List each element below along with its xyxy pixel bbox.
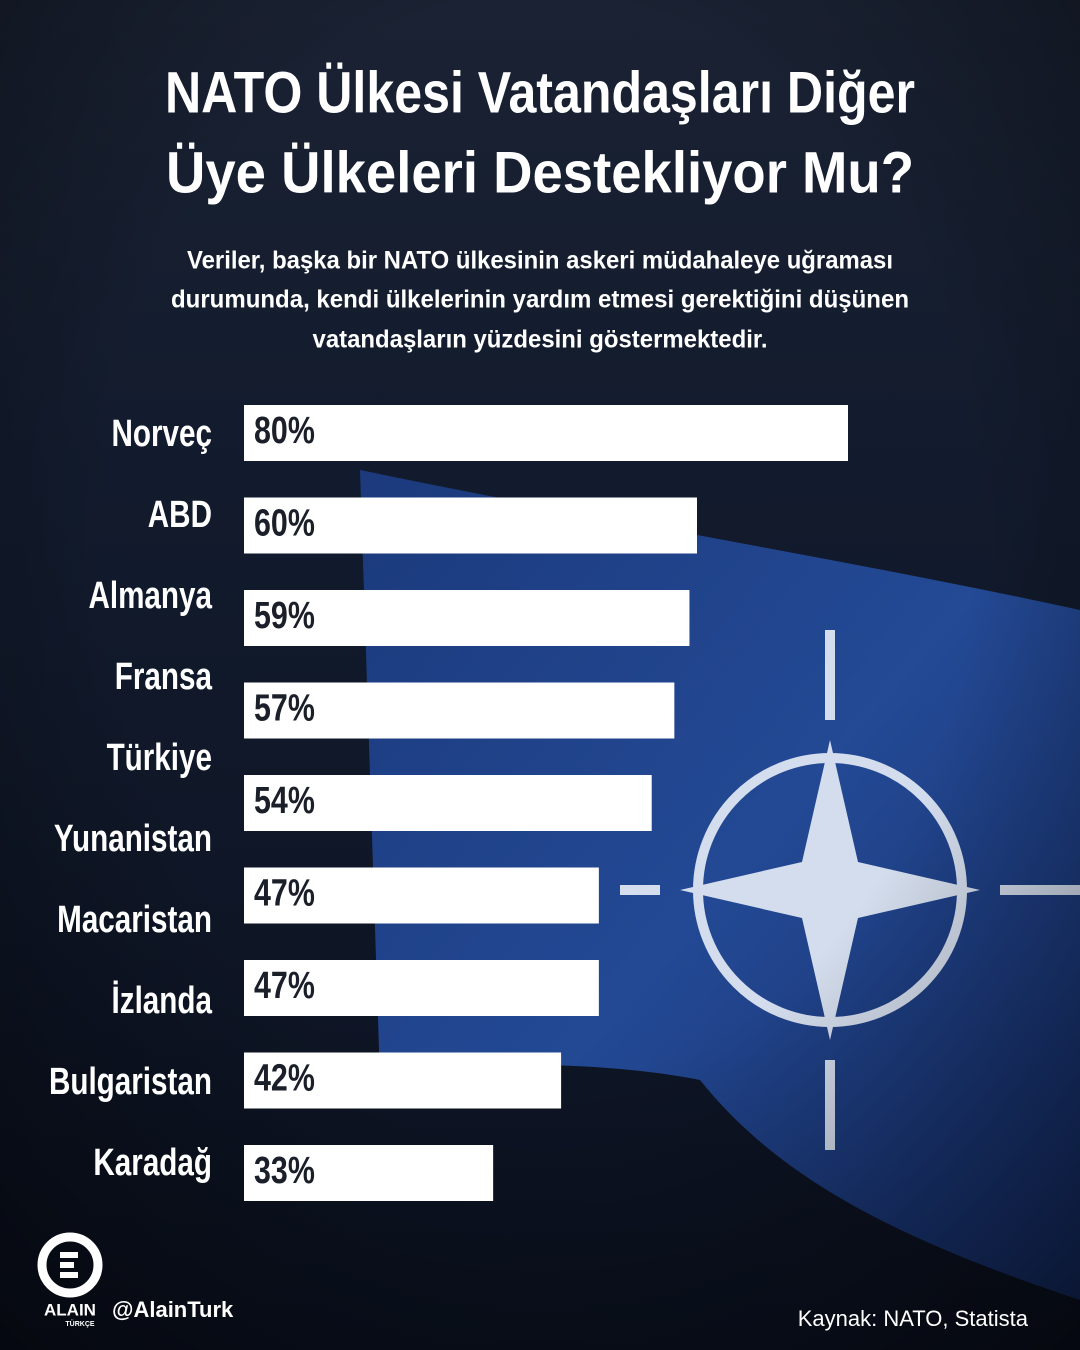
bar xyxy=(244,1052,562,1109)
bar xyxy=(244,682,675,739)
handle: @AlainTurk xyxy=(112,1297,234,1322)
bar xyxy=(244,775,652,831)
bar xyxy=(244,1145,494,1201)
value-label: 57% xyxy=(254,688,315,730)
value-label: 54% xyxy=(254,780,315,822)
title: Üye Ülkeleri Destekliyor Mu? xyxy=(166,140,914,205)
title: NATO Ülkesi Vatandaşları Diğer xyxy=(165,60,915,125)
subtitle: durumunda, kendi ülkelerinin yardım etme… xyxy=(171,286,909,314)
category-label: ABD xyxy=(148,494,212,536)
category-label: İzlanda xyxy=(112,980,213,1022)
logo-text: TÜRKÇE xyxy=(65,1319,94,1328)
category-label: Norveç xyxy=(112,413,212,455)
subtitle: vatandaşların yüzdesini göstermektedir. xyxy=(313,326,768,354)
value-label: 59% xyxy=(254,595,315,637)
value-label: 33% xyxy=(254,1150,315,1192)
value-label: 42% xyxy=(254,1058,315,1100)
value-label: 47% xyxy=(254,965,315,1007)
category-label: Almanya xyxy=(88,575,212,617)
bar xyxy=(244,405,848,461)
category-label: Bulgaristan xyxy=(49,1061,212,1103)
category-label: Karadağ xyxy=(93,1142,212,1184)
bar xyxy=(244,867,599,924)
category-label: Macaristan xyxy=(57,899,212,941)
logo-text: ALAIN xyxy=(44,1300,96,1319)
category-label: Türkiye xyxy=(107,737,212,779)
bar xyxy=(244,590,690,646)
category-label: Yunanistan xyxy=(54,818,212,860)
category-label: Fransa xyxy=(115,656,213,698)
value-label: 60% xyxy=(254,503,315,545)
value-label: 47% xyxy=(254,873,315,915)
source: Kaynak: NATO, Statista xyxy=(798,1306,1029,1331)
bar xyxy=(244,960,599,1016)
subtitle: Veriler, başka bir NATO ülkesinin askeri… xyxy=(187,247,893,275)
value-label: 80% xyxy=(254,410,315,452)
bar xyxy=(244,497,697,554)
logo: ALAIN TÜRKÇE xyxy=(37,1232,103,1328)
